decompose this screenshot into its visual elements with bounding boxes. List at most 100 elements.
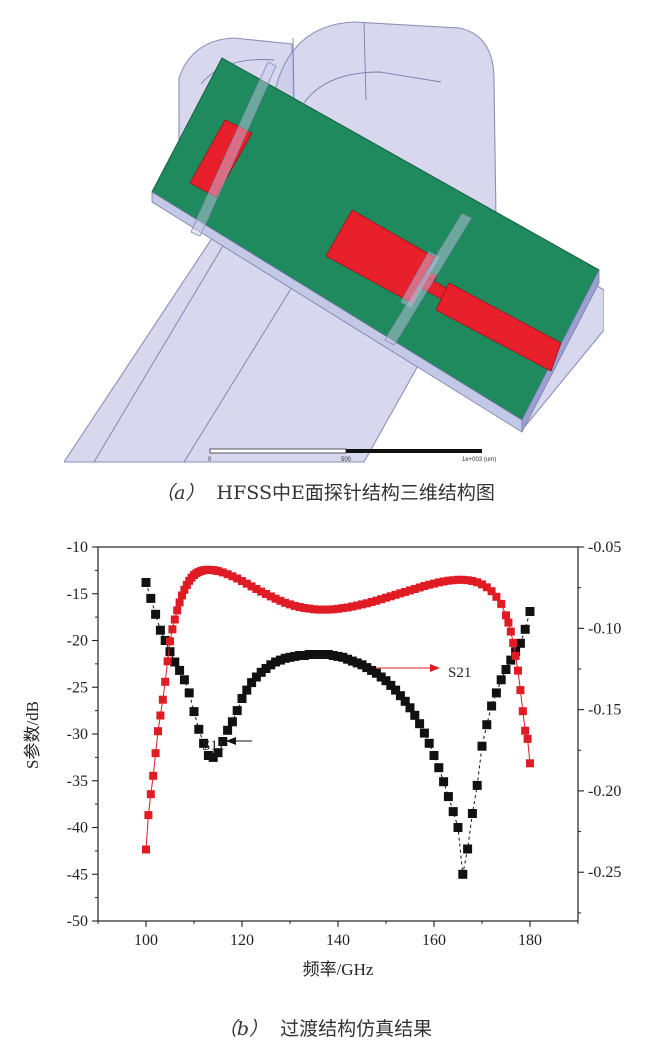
data-point	[463, 844, 473, 854]
data-point	[453, 823, 463, 832]
data-point	[227, 717, 237, 727]
x-tick-label: 120	[230, 932, 254, 949]
data-point	[314, 605, 323, 614]
data-point	[242, 579, 251, 588]
data-point	[463, 576, 472, 585]
data-point	[194, 724, 204, 734]
data-point	[184, 688, 194, 698]
data-point	[358, 600, 366, 609]
y-tick-label: -40	[67, 820, 88, 837]
data-point	[492, 592, 501, 601]
y2-tick-label: -0.10	[588, 620, 621, 637]
data-point	[458, 869, 468, 879]
data-point	[515, 638, 525, 648]
data-point	[151, 609, 161, 619]
data-point	[141, 578, 151, 587]
probe-metal	[189, 119, 562, 372]
data-point	[252, 585, 261, 593]
y-tick-label: -35	[67, 773, 88, 790]
x-tick-label: 140	[326, 932, 350, 949]
x-axis-label: 频率/GHz	[303, 960, 374, 979]
data-point	[218, 737, 228, 746]
data-point	[262, 590, 270, 598]
data-point	[295, 651, 305, 660]
data-point	[348, 602, 357, 611]
data-point	[468, 577, 477, 585]
hfss-3d-model-figure: 0 500 1e+003 (um)	[64, 21, 604, 463]
data-point	[155, 625, 165, 635]
data-point	[410, 710, 420, 720]
data-point	[271, 657, 281, 667]
data-point	[425, 580, 434, 589]
data-point	[434, 763, 444, 773]
data-point	[514, 666, 522, 675]
data-point	[173, 606, 182, 615]
data-point	[357, 660, 367, 670]
data-point	[496, 675, 506, 685]
data-point	[381, 676, 391, 686]
data-point	[347, 656, 357, 666]
data-point	[391, 590, 400, 599]
data-point	[271, 594, 280, 603]
data-point	[238, 577, 246, 586]
x-tick-label: 160	[422, 932, 446, 949]
data-point	[473, 578, 482, 587]
series-s11	[141, 578, 535, 879]
data-point	[382, 593, 390, 602]
data-point	[338, 604, 347, 613]
data-point	[482, 720, 492, 730]
data-point	[319, 650, 329, 659]
data-point	[251, 672, 261, 682]
data-point	[352, 658, 362, 668]
data-point	[149, 771, 158, 780]
s-parameter-chart: -10-15-20-25-30-35-40-45-50 -0.05-0.10-0…	[23, 539, 621, 979]
figure-a-caption: （a） HFSS中E面探针结构三维结构图	[0, 478, 650, 505]
data-point	[477, 741, 487, 751]
data-point	[178, 591, 186, 600]
data-point	[165, 647, 175, 657]
data-point	[295, 603, 304, 611]
data-point	[179, 675, 189, 685]
series-line	[145, 582, 531, 875]
data-point	[439, 777, 449, 787]
data-point	[516, 686, 525, 695]
data-point	[257, 587, 266, 596]
data-point	[415, 583, 424, 592]
data-point	[266, 660, 276, 670]
data-point	[506, 655, 516, 665]
data-point	[362, 663, 372, 673]
figure-b-caption: （b） 过渡结构仿真结果	[0, 1014, 650, 1041]
scale-tick-0: 0	[208, 457, 212, 463]
data-point	[328, 651, 338, 660]
y-axis-label: S参数/dB	[23, 701, 42, 769]
data-point	[367, 598, 376, 606]
y2-tick-label: -0.20	[588, 783, 621, 800]
scale-tick-1000: 1e+003 (um)	[462, 457, 496, 463]
data-point	[218, 568, 227, 577]
data-point	[168, 625, 177, 634]
data-point	[386, 592, 395, 601]
left-axis: -10 -15 -20 -25 -30 -35 -40 -45 -50	[67, 539, 98, 930]
data-point	[214, 567, 222, 576]
data-point	[142, 845, 150, 854]
s11-arrow-head	[226, 737, 236, 745]
data-point	[309, 650, 319, 659]
data-point	[338, 652, 348, 662]
data-point	[467, 809, 477, 818]
y2-tick-label: -0.15	[588, 702, 621, 719]
data-point	[163, 657, 172, 666]
data-point	[410, 585, 419, 593]
data-point	[223, 725, 233, 735]
y-tick-label: -30	[67, 726, 88, 743]
data-point	[180, 585, 189, 594]
data-point	[175, 598, 184, 607]
data-point	[151, 749, 160, 758]
data-point	[443, 792, 453, 802]
data-point	[501, 665, 511, 674]
plot-frame	[97, 546, 579, 922]
data-point	[199, 738, 209, 748]
right-axis: -0.05 -0.10 -0.15 -0.20 -0.25	[578, 539, 621, 914]
data-point	[237, 694, 247, 703]
data-point	[415, 719, 425, 729]
data-point	[343, 654, 353, 664]
